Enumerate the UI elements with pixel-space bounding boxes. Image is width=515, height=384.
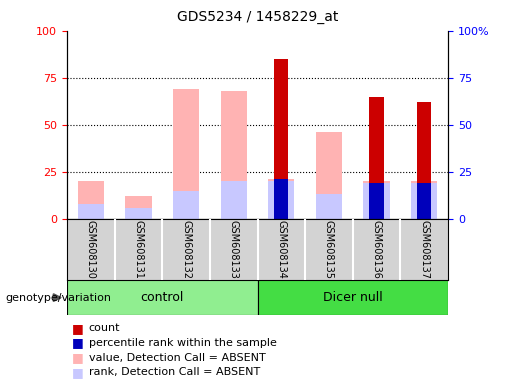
Bar bbox=[268, 179, 295, 219]
Bar bbox=[268, 181, 295, 219]
Text: ■: ■ bbox=[72, 366, 84, 379]
Bar bbox=[220, 181, 247, 219]
Bar bbox=[78, 181, 104, 219]
Bar bbox=[369, 96, 384, 219]
Bar bbox=[125, 208, 151, 219]
Text: GSM608134: GSM608134 bbox=[277, 220, 286, 279]
Bar bbox=[173, 190, 199, 219]
Bar bbox=[364, 181, 390, 219]
Text: rank, Detection Call = ABSENT: rank, Detection Call = ABSENT bbox=[89, 367, 260, 377]
Text: count: count bbox=[89, 323, 120, 333]
Bar bbox=[316, 194, 342, 219]
Text: GSM608136: GSM608136 bbox=[372, 220, 382, 279]
Bar bbox=[173, 89, 199, 219]
Bar bbox=[125, 196, 151, 219]
Text: GDS5234 / 1458229_at: GDS5234 / 1458229_at bbox=[177, 10, 338, 23]
Text: value, Detection Call = ABSENT: value, Detection Call = ABSENT bbox=[89, 353, 265, 362]
Bar bbox=[364, 183, 390, 219]
Bar bbox=[417, 102, 432, 219]
Bar bbox=[411, 181, 437, 219]
Bar bbox=[316, 132, 342, 219]
Text: GSM608131: GSM608131 bbox=[133, 220, 143, 279]
Text: Dicer null: Dicer null bbox=[323, 291, 383, 304]
Text: GSM608132: GSM608132 bbox=[181, 220, 191, 279]
Bar bbox=[78, 204, 104, 219]
Text: percentile rank within the sample: percentile rank within the sample bbox=[89, 338, 277, 348]
FancyBboxPatch shape bbox=[258, 280, 448, 315]
Bar bbox=[274, 179, 288, 219]
Bar bbox=[220, 91, 247, 219]
Text: GSM608135: GSM608135 bbox=[324, 220, 334, 279]
Bar bbox=[369, 183, 384, 219]
Text: GSM608133: GSM608133 bbox=[229, 220, 238, 279]
FancyBboxPatch shape bbox=[67, 280, 258, 315]
Bar bbox=[411, 183, 437, 219]
Bar bbox=[417, 183, 432, 219]
Text: control: control bbox=[141, 291, 184, 304]
Text: GSM608130: GSM608130 bbox=[86, 220, 96, 279]
Text: ■: ■ bbox=[72, 322, 84, 335]
Text: ■: ■ bbox=[72, 351, 84, 364]
Text: ■: ■ bbox=[72, 336, 84, 349]
Text: GSM608137: GSM608137 bbox=[419, 220, 429, 279]
Text: genotype/variation: genotype/variation bbox=[5, 293, 111, 303]
Bar bbox=[274, 59, 288, 219]
